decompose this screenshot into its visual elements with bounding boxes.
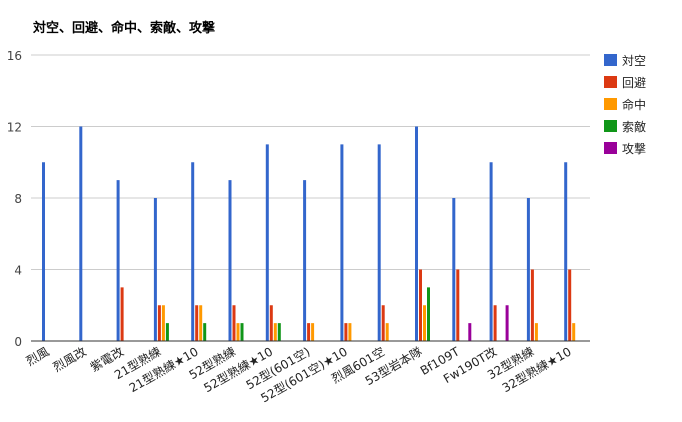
bar-対空-烈風 <box>42 162 45 341</box>
bar-索敵-21型熟練 <box>165 323 169 341</box>
bar-対空-21型熟練★10 <box>191 162 195 341</box>
bar-命中-21型熟練 <box>161 305 165 341</box>
bar-回避-52型熟練★10 <box>269 305 273 341</box>
legend-label: 対空 <box>622 54 646 68</box>
legend-swatch <box>604 142 617 154</box>
bar-対空-21型熟練 <box>153 198 157 341</box>
bar-命中-烈風601空 <box>385 323 389 341</box>
bar-対空-紫電改 <box>116 180 120 341</box>
legend-swatch <box>604 120 617 132</box>
bar-対空-Bf109T <box>452 198 456 341</box>
x-tick-label: 烈風改 <box>51 344 89 374</box>
bar-命中-32型熟練★10 <box>572 323 576 341</box>
bar-索敵-21型熟練★10 <box>203 323 207 341</box>
bar-対空-烈風改 <box>79 126 83 341</box>
bar-回避-紫電改 <box>120 287 124 341</box>
bar-命中-21型熟練★10 <box>199 305 203 341</box>
bar-回避-21型熟練★10 <box>195 305 199 341</box>
bar-回避-21型熟練 <box>157 305 161 341</box>
bar-回避-52型(601空)★10 <box>344 323 348 341</box>
bar-対空-烈風601空 <box>377 144 381 341</box>
bar-回避-烈風601空 <box>381 305 385 341</box>
bar-回避-32型熟練★10 <box>568 269 572 341</box>
bar-攻撃-Bf109T <box>468 323 472 341</box>
x-tick-label: 烈風 <box>24 344 52 368</box>
bar-命中-52型(601空) <box>311 323 315 341</box>
bar-対空-53型岩本隊 <box>415 126 418 341</box>
legend-swatch <box>604 98 617 110</box>
bar-回避-52型熟練 <box>232 305 236 341</box>
legend-swatch <box>604 54 617 66</box>
bar-対空-52型熟練 <box>228 180 232 341</box>
bar-回避-53型岩本隊 <box>419 269 422 341</box>
bar-対空-52型熟練★10 <box>265 144 269 341</box>
y-tick-label: 0 <box>14 335 22 349</box>
legend-label: 命中 <box>622 97 646 112</box>
bar-命中-32型熟練 <box>534 323 538 341</box>
chart-title: 対空、回避、命中、索敵、攻撃 <box>32 20 215 36</box>
bar-索敵-52型熟練 <box>240 323 244 341</box>
bar-対空-Fw190T改 <box>489 162 493 341</box>
legend-label: 攻撃 <box>622 141 646 156</box>
bar-攻撃-Fw190T改 <box>505 305 509 341</box>
bar-命中-52型(601空)★10 <box>348 323 352 341</box>
bar-対空-52型(601空) <box>303 180 307 341</box>
legend-label: 回避 <box>622 76 646 90</box>
legend-label: 索敵 <box>622 119 646 134</box>
bar-回避-52型(601空) <box>307 323 311 341</box>
bar-対空-32型熟練★10 <box>564 162 568 341</box>
bar-命中-52型熟練 <box>236 323 240 341</box>
bar-命中-53型岩本隊 <box>423 305 426 341</box>
bar-索敵-53型岩本隊 <box>427 287 430 341</box>
bar-対空-32型熟練 <box>526 198 530 341</box>
y-tick-label: 4 <box>14 264 22 278</box>
bar-回避-Bf109T <box>456 269 460 341</box>
bar-対空-52型(601空)★10 <box>340 144 344 341</box>
y-tick-label: 8 <box>14 192 22 206</box>
legend-swatch <box>604 76 617 88</box>
bar-索敵-52型熟練★10 <box>277 323 281 341</box>
y-tick-label: 12 <box>7 121 22 135</box>
bar-回避-32型熟練 <box>530 269 534 341</box>
bar-命中-52型熟練★10 <box>273 323 277 341</box>
y-tick-label: 16 <box>7 49 22 63</box>
bar-回避-Fw190T改 <box>493 305 497 341</box>
